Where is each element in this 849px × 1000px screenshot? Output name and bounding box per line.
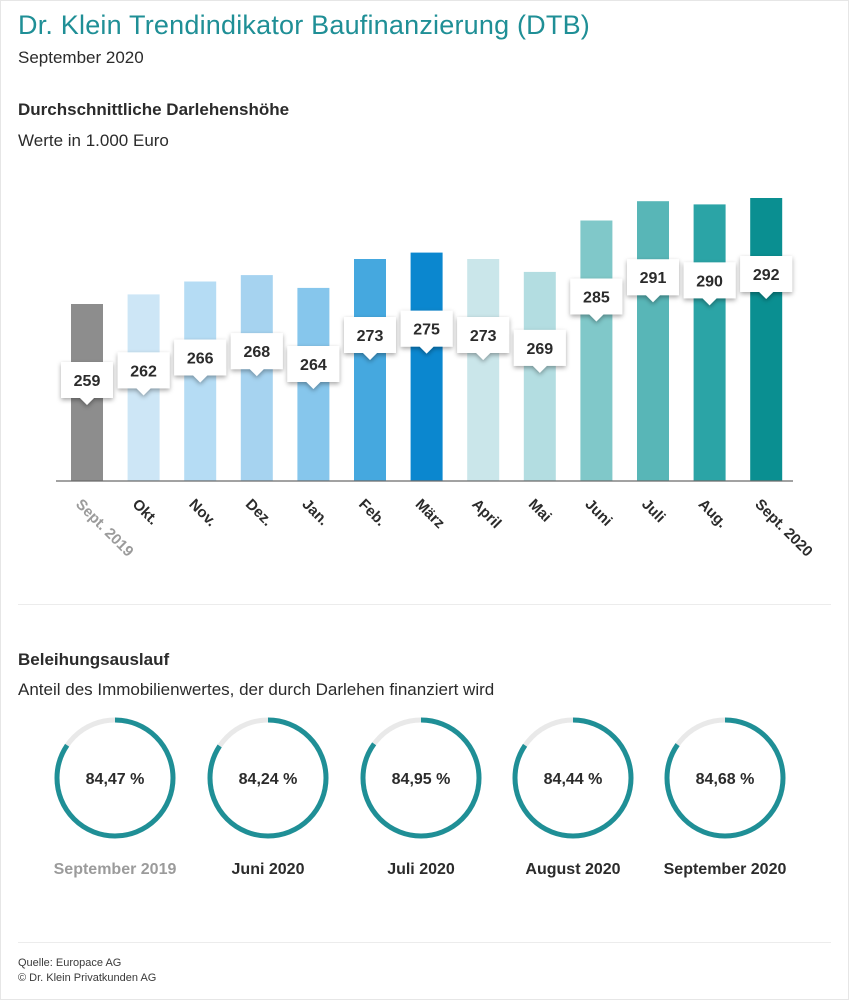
footer-source: Quelle: Europace AG xyxy=(18,957,122,969)
bar-value-label: 285 xyxy=(583,289,610,306)
bar xyxy=(410,252,443,481)
x-tick-label: Aug. xyxy=(695,496,731,532)
bar-value-label: 275 xyxy=(413,322,440,339)
bar-value-tag-bg xyxy=(174,339,227,383)
bar-value-label: 269 xyxy=(526,341,553,358)
bar-value-tag-bg xyxy=(230,333,283,377)
bar xyxy=(467,259,500,481)
bar-value-tag: 291 xyxy=(627,259,679,303)
loan-section-title: Durchschnittliche Darlehenshöhe xyxy=(18,100,290,119)
ltv-ring: 84,24 % xyxy=(207,717,329,839)
bar xyxy=(637,201,669,481)
ltv-section-subtitle: Anteil des Immobilienwertes, der durch D… xyxy=(18,680,495,699)
bar-value-label: 292 xyxy=(753,267,780,284)
ltv-period-label: September 2019 xyxy=(53,861,177,878)
ltv-donut: 84,24 % Juni 2020 xyxy=(205,715,331,880)
ltv-section-title: Beleihungsauslauf xyxy=(18,650,170,669)
ltv-donut: 84,44 % August 2020 xyxy=(510,715,636,880)
bar-value-tag: 262 xyxy=(117,352,170,396)
ltv-ring: 84,95 % xyxy=(360,717,482,839)
x-tick-label: Dez. xyxy=(242,496,276,530)
bar-value-tag-bg xyxy=(400,310,453,354)
ltv-period-label: August 2020 xyxy=(525,861,621,878)
bar-value-tag: 275 xyxy=(400,310,453,354)
bar-value-label: 291 xyxy=(640,270,667,287)
bar-value-tag: 269 xyxy=(513,329,566,373)
bar-value-tag: 290 xyxy=(683,262,736,306)
x-tick-label: Mai xyxy=(525,496,555,526)
ltv-period-label: Juni 2020 xyxy=(231,861,305,878)
bar-value-tag: 292 xyxy=(740,256,793,299)
footer-copyright: © Dr. Klein Privatkunden AG xyxy=(18,972,157,984)
ltv-ring-fill xyxy=(360,717,482,839)
ltv-period-label: Juli 2020 xyxy=(387,861,455,878)
page-title: Dr. Klein Trendindikator Baufinanzierung… xyxy=(18,10,590,40)
ltv-value: 84,95 % xyxy=(392,771,451,788)
ltv-ring: 84,68 % xyxy=(664,717,786,839)
bar-value-tag-bg xyxy=(513,329,566,373)
ltv-donut: 84,68 % September 2020 xyxy=(662,715,788,880)
bar-value-label: 290 xyxy=(696,273,723,290)
ltv-value: 84,24 % xyxy=(239,771,298,788)
ltv-value: 84,44 % xyxy=(544,771,603,788)
bar xyxy=(354,259,386,481)
x-tick-label: Juni xyxy=(582,496,616,530)
bar-value-label: 273 xyxy=(357,328,384,345)
bar-value-tag-bg xyxy=(117,352,170,396)
x-tick-label: Sept. 2019 xyxy=(72,496,137,561)
bar-value-tag-bg xyxy=(61,362,113,405)
bar-value-label: 259 xyxy=(74,373,101,390)
bar xyxy=(750,198,783,481)
bar-value-tag-bg xyxy=(570,278,623,322)
ltv-period-label: September 2020 xyxy=(663,861,787,878)
ltv-ring-fill xyxy=(54,717,176,839)
footer-divider xyxy=(18,942,831,943)
ltv-ring-fill xyxy=(207,717,329,839)
bar-value-tag-bg xyxy=(457,317,510,361)
bar-value-tag: 266 xyxy=(174,339,227,383)
bar-value-tag: 273 xyxy=(457,317,510,361)
ltv-ring-fill xyxy=(512,717,634,839)
x-tick-label: Jan. xyxy=(299,496,332,529)
bar xyxy=(523,271,556,481)
bar-value-tag: 268 xyxy=(230,333,283,377)
ltv-ring: 84,47 % xyxy=(54,717,176,839)
x-tick-label: Feb. xyxy=(355,496,389,530)
x-tick-label: Okt. xyxy=(129,496,162,529)
bar-value-tag-bg xyxy=(287,345,340,389)
bar-value-tag: 259 xyxy=(61,362,113,405)
section-divider xyxy=(18,604,831,605)
page-subtitle: September 2020 xyxy=(18,48,144,67)
bar-value-tag: 285 xyxy=(570,278,623,322)
x-tick-label: März xyxy=(412,496,448,532)
ltv-value: 84,47 % xyxy=(86,771,145,788)
bar-value-tag-bg xyxy=(627,259,679,303)
x-tick-label: Juli xyxy=(638,496,668,526)
bar-value-tag-bg xyxy=(344,317,396,361)
bar-value-label: 266 xyxy=(187,351,214,368)
ltv-ring: 84,44 % xyxy=(512,717,634,839)
bar-value-tag: 264 xyxy=(287,345,340,389)
ltv-donut-row: 84,47 % September 2019 84,24 % Juni 2020… xyxy=(0,715,849,915)
ltv-donut: 84,95 % Juli 2020 xyxy=(358,715,484,880)
ltv-ring-fill xyxy=(664,717,786,839)
x-tick-label: Sept. 2020 xyxy=(751,496,816,561)
bar xyxy=(693,204,726,481)
bar xyxy=(580,220,613,481)
bar-value-tag-bg xyxy=(740,256,793,299)
bar-value-label: 268 xyxy=(243,344,270,361)
bar-value-tag-bg xyxy=(683,262,736,306)
ltv-donut: 84,47 % September 2019 xyxy=(52,715,178,880)
bar xyxy=(240,275,273,481)
bar-value-label: 264 xyxy=(300,357,327,374)
x-tick-label: Nov. xyxy=(185,496,219,530)
x-tick-label: April xyxy=(468,496,504,532)
bar-value-tag: 273 xyxy=(344,317,396,361)
bar-value-label: 273 xyxy=(470,328,497,345)
ltv-value: 84,68 % xyxy=(696,771,755,788)
loan-section-subtitle: Werte in 1.000 Euro xyxy=(18,131,169,150)
bar-value-label: 262 xyxy=(130,363,157,380)
